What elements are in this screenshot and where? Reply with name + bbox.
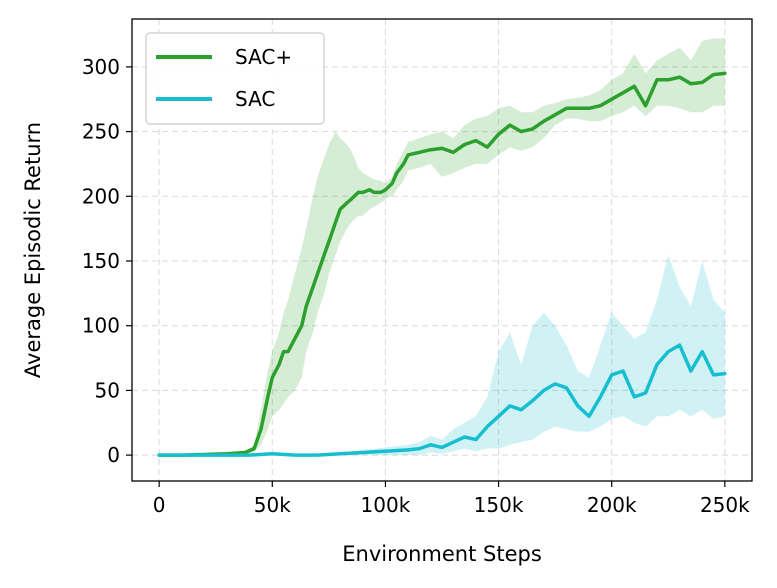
y-tick-label: 150 bbox=[82, 249, 120, 273]
plot-frame bbox=[131, 18, 753, 482]
y-tick-label: 250 bbox=[82, 120, 120, 144]
x-tick-label: 0 bbox=[153, 493, 166, 517]
legend-label-sac-plus: SAC+ bbox=[235, 45, 292, 69]
y-axis-ticks: 0 50 100 150 200 250 300 bbox=[82, 55, 132, 467]
x-tick-label: 250k bbox=[700, 493, 750, 517]
series-lines bbox=[157, 71, 727, 457]
x-axis-ticks: 0 50k 100k 150k 200k 250k bbox=[153, 481, 750, 517]
series-line-sac-plus bbox=[157, 71, 727, 457]
y-tick-label: 200 bbox=[82, 184, 120, 208]
x-tick-label: 50k bbox=[254, 493, 291, 517]
band-sac-plus bbox=[159, 38, 725, 456]
x-tick-label: 150k bbox=[474, 493, 524, 517]
y-tick-label: 300 bbox=[82, 55, 120, 79]
x-tick-label: 200k bbox=[587, 493, 637, 517]
legend: SAC+ SAC bbox=[145, 32, 325, 125]
x-tick-label: 100k bbox=[361, 493, 411, 517]
x-axis-label: Environment Steps bbox=[342, 542, 542, 566]
confidence-bands bbox=[159, 38, 725, 456]
band-sac bbox=[159, 254, 725, 456]
y-tick-label: 100 bbox=[82, 314, 120, 338]
legend-label-sac: SAC bbox=[235, 87, 275, 111]
y-tick-label: 0 bbox=[107, 443, 120, 467]
y-axis-label: Average Episodic Return bbox=[21, 122, 45, 378]
y-tick-label: 50 bbox=[95, 378, 120, 402]
series-line-sac bbox=[157, 343, 727, 457]
